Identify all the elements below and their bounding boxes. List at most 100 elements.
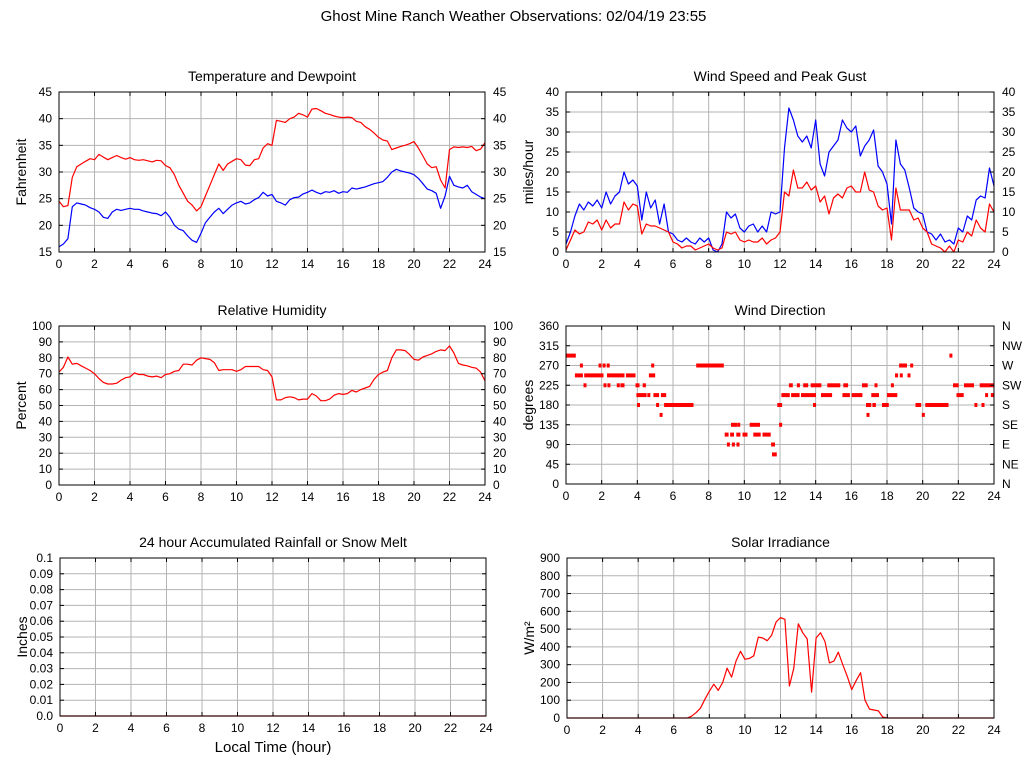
svg-text:22: 22 xyxy=(443,257,457,271)
wind-speed-line xyxy=(565,169,995,253)
svg-text:20: 20 xyxy=(408,721,422,735)
svg-text:18: 18 xyxy=(372,490,386,504)
wind-direction-labels: 0 2 4 6 8 10 12 14 16 18 20 22 240459013518022527031… xyxy=(539,319,1023,503)
solar-irradiance-grid xyxy=(567,558,994,718)
svg-text:8: 8 xyxy=(198,257,205,271)
svg-text:2: 2 xyxy=(91,257,98,271)
svg-text:14: 14 xyxy=(301,257,315,271)
wind-speed-gust-title: Wind Speed and Peak Gust xyxy=(694,68,867,84)
svg-text:14: 14 xyxy=(302,721,316,735)
svg-text:0: 0 xyxy=(56,257,63,271)
svg-text:0.06: 0.06 xyxy=(30,614,54,628)
svg-text:25: 25 xyxy=(493,192,507,206)
svg-text:270: 270 xyxy=(539,359,559,373)
svg-text:NE: NE xyxy=(1002,457,1019,471)
svg-text:15: 15 xyxy=(546,185,560,199)
temperature-dewpoint-ticks xyxy=(58,91,486,253)
svg-text:600: 600 xyxy=(540,604,560,618)
svg-text:20: 20 xyxy=(916,489,930,503)
svg-text:4: 4 xyxy=(128,721,135,735)
chart-temperature-dewpoint: 0 2 4 6 8 10 12 14 16 18 20 22 241520253035404515202… xyxy=(13,68,507,271)
temperature-dewpoint-title: Temperature and Dewpoint xyxy=(188,68,356,84)
svg-text:60: 60 xyxy=(39,383,53,397)
svg-text:10: 10 xyxy=(546,205,560,219)
svg-text:N: N xyxy=(1002,319,1011,333)
svg-text:10: 10 xyxy=(39,462,53,476)
svg-text:40: 40 xyxy=(493,414,507,428)
svg-text:8: 8 xyxy=(706,723,713,737)
svg-text:12: 12 xyxy=(773,489,787,503)
svg-text:18: 18 xyxy=(373,721,387,735)
svg-text:25: 25 xyxy=(39,192,53,206)
svg-text:5: 5 xyxy=(552,225,559,239)
svg-text:0.1: 0.1 xyxy=(36,551,53,565)
svg-text:0: 0 xyxy=(1002,245,1009,259)
svg-text:6: 6 xyxy=(670,723,677,737)
svg-text:30: 30 xyxy=(493,430,507,444)
svg-text:50: 50 xyxy=(39,399,53,413)
svg-text:4: 4 xyxy=(634,257,641,271)
svg-text:80: 80 xyxy=(493,351,507,365)
svg-text:900: 900 xyxy=(540,551,560,565)
svg-text:15: 15 xyxy=(39,245,53,259)
svg-text:30: 30 xyxy=(39,165,53,179)
wind-direction-title: Wind Direction xyxy=(734,302,825,318)
svg-text:8: 8 xyxy=(705,257,712,271)
svg-text:16: 16 xyxy=(336,490,350,504)
svg-text:SE: SE xyxy=(1002,418,1018,432)
solar-irradiance-title: Solar Irradiance xyxy=(731,534,830,550)
svg-text:12: 12 xyxy=(265,257,279,271)
svg-text:18: 18 xyxy=(880,489,894,503)
svg-text:12: 12 xyxy=(266,721,280,735)
svg-text:6: 6 xyxy=(163,721,170,735)
svg-text:2: 2 xyxy=(599,723,606,737)
svg-text:10: 10 xyxy=(738,257,752,271)
svg-text:60: 60 xyxy=(493,383,507,397)
svg-text:0.02: 0.02 xyxy=(30,677,54,691)
svg-text:2: 2 xyxy=(598,489,605,503)
rainfall-ticks xyxy=(59,557,487,717)
peak-gust-line xyxy=(565,107,995,253)
svg-text:35: 35 xyxy=(1002,105,1016,119)
svg-text:0: 0 xyxy=(564,723,571,737)
svg-text:40: 40 xyxy=(39,112,53,126)
svg-text:14: 14 xyxy=(809,257,823,271)
svg-text:16: 16 xyxy=(336,257,350,271)
page-title: Ghost Mine Ranch Weather Observations: 0… xyxy=(320,8,707,25)
svg-text:0: 0 xyxy=(552,245,559,259)
svg-text:30: 30 xyxy=(39,430,53,444)
svg-text:14: 14 xyxy=(809,489,823,503)
svg-text:12: 12 xyxy=(774,723,788,737)
svg-text:4: 4 xyxy=(127,490,134,504)
svg-text:800: 800 xyxy=(540,569,560,583)
rainfall-labels: 0 2 4 6 8 10 12 14 16 18 20 22 240.00.010.020.030.04… xyxy=(30,551,493,735)
svg-text:0.0: 0.0 xyxy=(36,709,53,723)
svg-text:8: 8 xyxy=(199,721,206,735)
svg-text:10: 10 xyxy=(493,462,507,476)
humidity-line xyxy=(58,345,486,402)
svg-text:700: 700 xyxy=(540,587,560,601)
svg-text:22: 22 xyxy=(444,721,458,735)
svg-text:16: 16 xyxy=(845,257,859,271)
svg-text:0.03: 0.03 xyxy=(30,662,54,676)
chart-relative-humidity: 0 2 4 6 8 10 12 14 16 18 20 22 240102030405060708090… xyxy=(13,302,513,504)
svg-text:30: 30 xyxy=(493,165,507,179)
svg-text:20: 20 xyxy=(39,218,53,232)
svg-text:315: 315 xyxy=(539,339,559,353)
svg-text:20: 20 xyxy=(916,723,930,737)
svg-text:16: 16 xyxy=(337,721,351,735)
svg-text:20: 20 xyxy=(407,257,421,271)
svg-text:225: 225 xyxy=(539,378,559,392)
rainfall-grid xyxy=(60,558,486,716)
svg-text:6: 6 xyxy=(162,490,169,504)
svg-text:10: 10 xyxy=(230,490,244,504)
solar-irradiance-ticks xyxy=(566,557,995,719)
rainfall-xlabel: Local Time (hour) xyxy=(215,739,332,756)
svg-text:4: 4 xyxy=(635,723,642,737)
svg-text:2: 2 xyxy=(598,257,605,271)
svg-text:6: 6 xyxy=(162,257,169,271)
solar-irradiance-labels: 0 2 4 6 8 10 12 14 16 18 20 22 240100200300400500600… xyxy=(540,551,1001,737)
svg-text:20: 20 xyxy=(493,218,507,232)
